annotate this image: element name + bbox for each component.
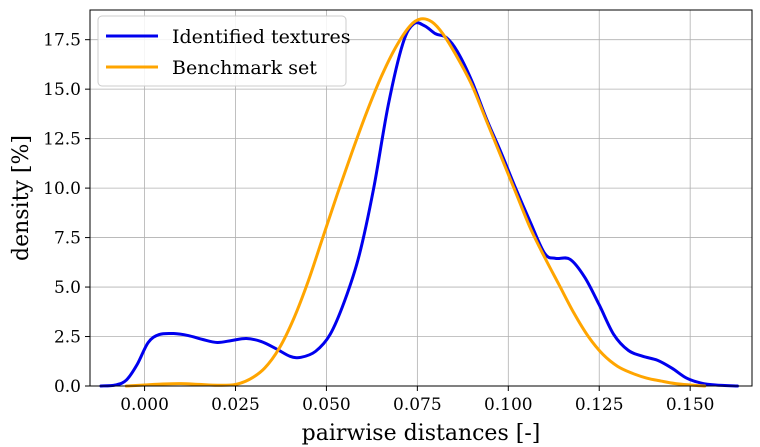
grid-lines xyxy=(90,10,752,387)
x-tick-label: 0.100 xyxy=(484,395,533,415)
legend: Identified textures Benchmark set xyxy=(97,15,351,87)
series-line-benchmark-set xyxy=(124,17,707,388)
series-lines xyxy=(99,17,739,388)
legend-label-identified-textures: Identified textures xyxy=(172,26,351,48)
y-tick-label: 7.5 xyxy=(54,229,81,249)
x-tick-label: 0.075 xyxy=(393,395,442,415)
legend-label-benchmark-set: Benchmark set xyxy=(172,57,317,79)
y-tick-labels: 0.0 2.5 5.0 7.5 10.0 12.5 15.0 17.5 xyxy=(43,31,81,397)
axis-ticks xyxy=(85,39,691,391)
legend-box xyxy=(97,15,347,87)
y-tick-label: 2.5 xyxy=(54,328,81,348)
y-tick-label: 17.5 xyxy=(43,31,81,51)
x-tick-labels: 0.000 0.025 0.050 0.075 0.100 0.125 0.150 xyxy=(120,395,714,415)
plot-frame xyxy=(89,9,753,387)
x-tick-label: 0.125 xyxy=(575,395,624,415)
x-tick-label: 0.150 xyxy=(666,395,715,415)
y-axis-label: density [%] xyxy=(9,135,34,261)
x-tick-label: 0.000 xyxy=(120,395,169,415)
x-tick-label: 0.025 xyxy=(211,395,260,415)
y-tick-label: 0.0 xyxy=(54,377,81,397)
y-tick-label: 10.0 xyxy=(43,179,81,199)
x-axis-label: pairwise distances [-] xyxy=(302,421,541,446)
x-tick-label: 0.050 xyxy=(302,395,351,415)
y-tick-label: 15.0 xyxy=(43,80,81,100)
y-tick-label: 12.5 xyxy=(43,130,81,150)
y-tick-label: 5.0 xyxy=(54,278,81,298)
